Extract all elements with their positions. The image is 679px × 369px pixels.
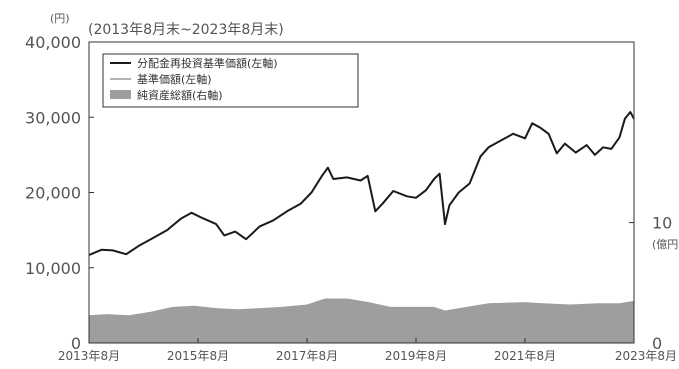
x-tick-label: 2013年8月: [58, 349, 120, 363]
y-left-tick-label: 10,000: [25, 259, 81, 278]
left-axis-unit: (円): [50, 12, 70, 25]
y-left-tick-label: 20,000: [25, 184, 81, 203]
y-right-tick-label: 0: [652, 334, 662, 353]
axis-ticks-layer: 0 10,000 20,000 30,000 40,000 0 10 2013年8月 2015年…: [25, 33, 677, 363]
series-line-nav-reinvested: [88, 111, 635, 256]
x-tick-label: 2019年8月: [385, 349, 447, 363]
right-axis-unit: (億円): [652, 238, 679, 251]
legend: 分配金再投資基準価額(左軸) 基準価額(左軸) 純資産総額(右軸): [102, 53, 359, 108]
net-assets-area-layer: [89, 298, 634, 343]
x-tick-label: 2017年8月: [276, 349, 338, 363]
legend-box: [102, 53, 359, 108]
legend-label-nav-reinvested: 分配金再投資基準価額(左軸): [137, 56, 278, 70]
y-left-tick-label: 40,000: [25, 33, 81, 52]
nav-line-layer: [88, 111, 635, 256]
chart-subtitle: (2013年8月末~2023年8月末): [88, 22, 284, 38]
x-tick-label: 2023年8月: [615, 349, 677, 363]
y-left-tick-label: 0: [71, 334, 81, 353]
x-tick-label: 2015年8月: [167, 349, 229, 363]
y-left-tick-label: 30,000: [25, 108, 81, 127]
y-right-tick-label: 10: [652, 214, 672, 233]
series-area-net-assets: [89, 298, 634, 343]
legend-label-nav: 基準価額(左軸): [137, 72, 212, 86]
legend-label-net-assets: 純資産総額(右軸): [137, 88, 223, 102]
x-tick-label: 2021年8月: [494, 349, 556, 363]
legend-swatch-net-assets: [110, 90, 131, 99]
